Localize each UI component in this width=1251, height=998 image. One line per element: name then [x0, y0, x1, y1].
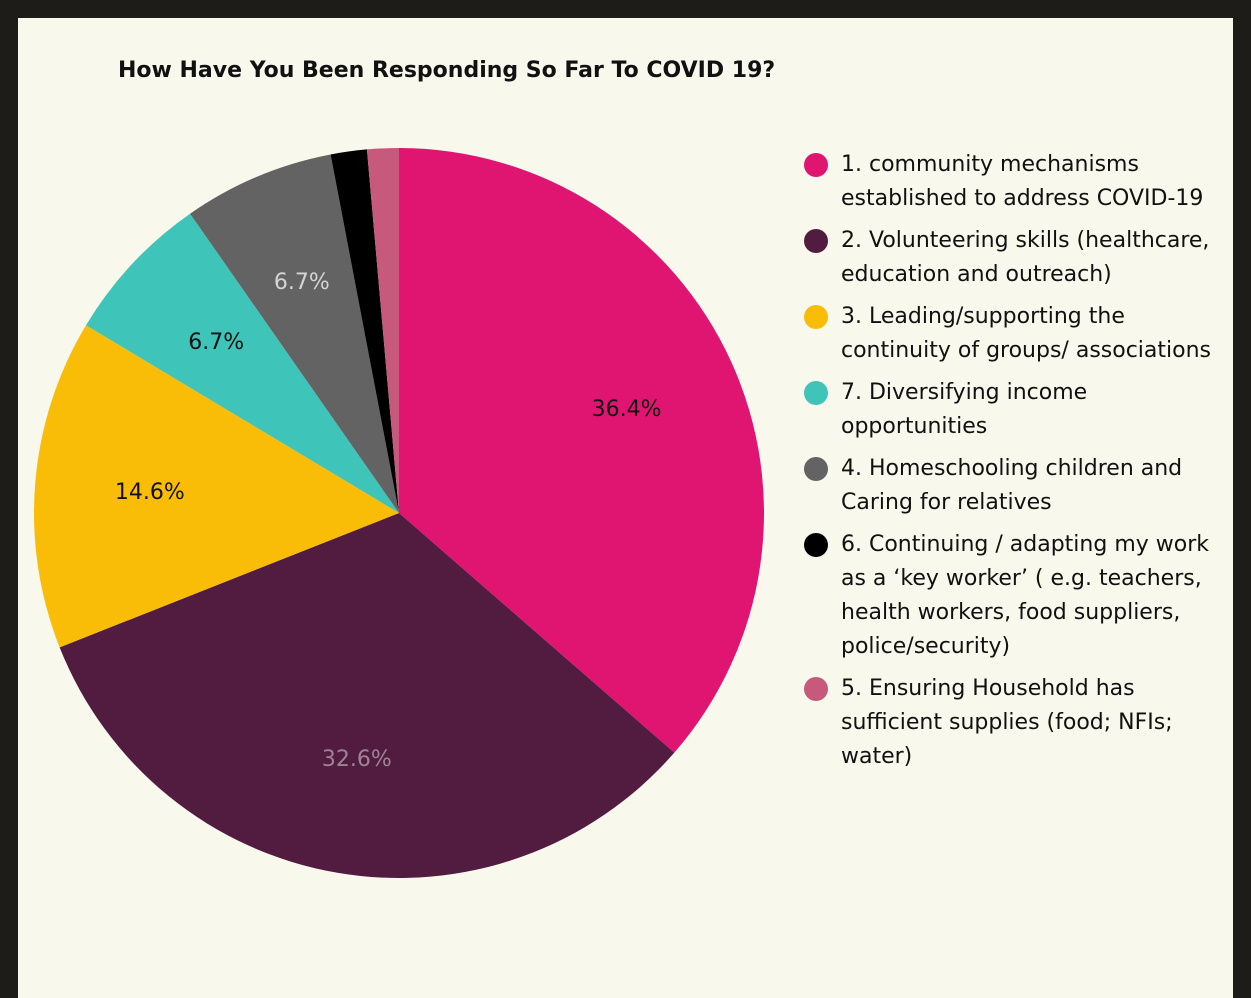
chart-title: How Have You Been Responding So Far To C… — [118, 58, 776, 83]
slice-data-label-3: 14.6% — [115, 480, 185, 505]
legend-label: 4. Homeschooling children and Caring for… — [841, 456, 1183, 515]
pie-slice-5 — [190, 154, 399, 513]
legend-item: 2. Volunteering skills (healthcare, educ… — [804, 224, 1224, 292]
legend-swatch — [804, 305, 828, 329]
pie-slice-4 — [86, 213, 399, 514]
pie-chart: 36.4% 32.6% 14.6% 6.7% 6.7% — [33, 148, 764, 878]
chart-panel: How Have You Been Responding So Far To C… — [18, 18, 1233, 998]
pie-slice-3 — [33, 325, 399, 648]
slice-data-label-5: 6.7% — [274, 270, 330, 295]
pie-slice-7 — [366, 148, 399, 513]
legend-item: 6. Continuing / adapting my work as a ‘k… — [804, 528, 1224, 664]
chart-legend: 1. community mechanisms established to a… — [804, 148, 1224, 782]
legend-swatch — [804, 457, 828, 481]
legend-item: 4. Homeschooling children and Caring for… — [804, 452, 1224, 520]
pie-slice-6 — [330, 149, 399, 513]
legend-swatch — [804, 153, 828, 177]
pie-slice-2 — [59, 513, 675, 878]
legend-label: 5. Ensuring Household has sufficient sup… — [841, 676, 1173, 769]
legend-swatch — [804, 381, 828, 405]
pie-slice-1 — [399, 148, 764, 753]
legend-label: 6. Continuing / adapting my work as a ‘k… — [841, 532, 1210, 659]
legend-item: 5. Ensuring Household has sufficient sup… — [804, 672, 1224, 774]
legend-item: 3. Leading/supporting the continuity of … — [804, 300, 1224, 368]
legend-label: 3. Leading/supporting the continuity of … — [841, 304, 1211, 363]
legend-swatch — [804, 533, 828, 557]
legend-label: 7. Diversifying income opportunities — [841, 380, 1088, 439]
slice-data-label-4: 6.7% — [188, 330, 244, 355]
legend-label: 2. Volunteering skills (healthcare, educ… — [841, 228, 1210, 287]
slice-data-label-2: 32.6% — [322, 747, 392, 772]
legend-label: 1. community mechanisms established to a… — [841, 152, 1204, 211]
legend-item: 7. Diversifying income opportunities — [804, 376, 1224, 444]
legend-item: 1. community mechanisms established to a… — [804, 148, 1224, 216]
legend-swatch — [804, 229, 828, 253]
slice-data-label-1: 36.4% — [592, 397, 662, 422]
legend-swatch — [804, 677, 828, 701]
